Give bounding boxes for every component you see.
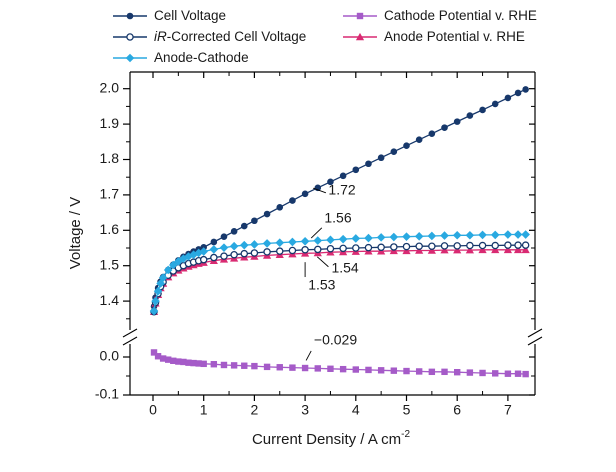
- svg-text:1.4: 1.4: [100, 292, 120, 308]
- legend-label: Cell Voltage: [154, 7, 227, 23]
- svg-text:1.8: 1.8: [100, 150, 120, 166]
- x-axis-label: Current Density / A cm-2: [252, 429, 411, 448]
- annotation-value: 1.53: [308, 277, 335, 293]
- x-axis: 0 1 2 3 4 5 6 7 Current Density / A cm-2: [149, 72, 512, 448]
- svg-text:7: 7: [504, 402, 512, 418]
- y-axis-label: Voltage / V: [67, 197, 84, 270]
- axis-break-marks: [122, 328, 543, 346]
- svg-text:1: 1: [200, 402, 208, 418]
- cathode-potential-marker-icon: [343, 12, 377, 19]
- ir-corrected-marker-icon: [113, 32, 147, 41]
- svg-text:0: 0: [149, 402, 157, 418]
- svg-text:6: 6: [453, 402, 461, 418]
- legend-label: Anode Potential v. RHE: [384, 28, 525, 44]
- legend-label: Anode-Cathode: [154, 49, 249, 65]
- legend-column-left: Cell Voltage iR-Corrected Cell Voltage A…: [112, 5, 306, 68]
- annotation-value: 1.72: [328, 181, 355, 197]
- plot-frame: [129, 71, 536, 396]
- svg-text:2.0: 2.0: [100, 79, 120, 95]
- annotation-value: 1.54: [331, 260, 358, 276]
- anode-cathode-marker-icon: [113, 53, 147, 62]
- svg-text:1.7: 1.7: [100, 186, 120, 202]
- series-anode-cathode: [149, 230, 530, 316]
- series-anode-potential-v-rhe: [149, 245, 530, 316]
- anode-potential-marker-icon: [343, 32, 377, 40]
- svg-text:-0.1: -0.1: [95, 386, 119, 402]
- svg-text:5: 5: [403, 402, 411, 418]
- annotation-value: −0.029: [314, 332, 357, 348]
- svg-text:1.5: 1.5: [100, 256, 120, 272]
- legend-label: Cathode Potential v. RHE: [384, 7, 537, 23]
- svg-text:0.0: 0.0: [100, 348, 120, 364]
- series-cathode-potential-v-rhe: [150, 349, 529, 378]
- legend-label: iR-Corrected Cell Voltage: [154, 28, 307, 44]
- legend-item-anode-cathode: Anode-Cathode: [112, 47, 306, 68]
- annotation-value: 1.56: [324, 210, 351, 226]
- svg-text:1.9: 1.9: [100, 115, 120, 131]
- y-axis: 2.0 1.9 1.8 1.7 1.6 1.5 1.4 0.0 -0.1 Voltage / V: [67, 79, 535, 402]
- svg-text:1.6: 1.6: [100, 221, 120, 237]
- annotations: 1.72 1.56 1.541.53 −0.029: [304, 181, 359, 361]
- svg-text:4: 4: [352, 402, 360, 418]
- cell-voltage-marker-icon: [113, 12, 147, 19]
- legend-item-cathode-potential: Cathode Potential v. RHE: [342, 5, 537, 26]
- svg-text:3: 3: [301, 402, 309, 418]
- legend-item-cell-voltage: Cell Voltage: [112, 5, 306, 26]
- legend-column-right: Cathode Potential v. RHE Anode Potential…: [342, 5, 537, 47]
- legend-item-ir-corrected-cell-voltage: iR-Corrected Cell Voltage: [112, 26, 306, 47]
- svg-text:2: 2: [251, 402, 259, 418]
- legend-item-anode-potential: Anode Potential v. RHE: [342, 26, 537, 47]
- series-cell-voltage: [150, 86, 529, 310]
